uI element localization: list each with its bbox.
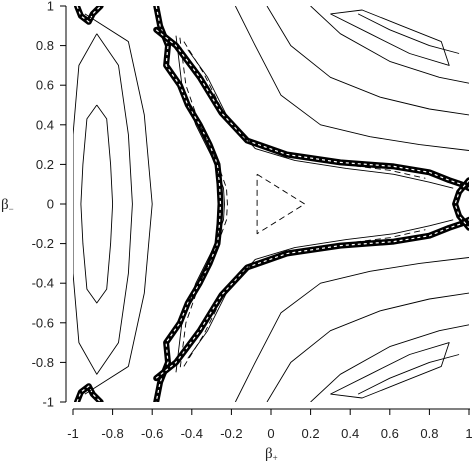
y-tick-label: -1 [42,395,54,410]
x-axis-label-subscript: + [273,453,278,463]
axes [65,6,470,410]
x-ticks: -1 -0.8 -0.6 -0.4 -0.2 0 0.2 0.4 0.6 0.8 1 [67,409,473,441]
contour-line-0 [256,173,306,235]
contour-band-dash-0 [155,6,222,402]
y-tick-label: -0.4 [32,276,54,291]
contour-band-dash-2 [155,219,469,379]
contour-line-6 [187,49,454,189]
y-tick-label: 0.8 [36,38,54,53]
contour-band-dash-1 [155,29,469,189]
x-tick-label: 0.4 [341,426,359,441]
contour-line-10 [234,6,469,151]
contour-layer [73,6,469,402]
contour-line-7 [183,41,426,179]
contour-line-4 [175,35,225,373]
x-tick-label: 0.6 [381,426,399,441]
y-axis-label-text: β [1,197,9,213]
contour-line-16 [266,292,469,402]
y-tick-label: 0.4 [36,117,54,132]
contour-line-8 [187,219,454,359]
y-tick-label: -0.8 [32,355,54,370]
contour-line-13 [357,13,460,54]
x-tick-label: 0.2 [302,426,320,441]
contour-band-2 [153,216,469,382]
contour-line-11 [266,6,469,116]
y-tick-label: 0 [47,197,54,212]
contour-band-5 [452,177,469,231]
x-tick-label: 0 [267,426,274,441]
x-tick-label: -0.8 [101,426,123,441]
y-axis-label: β− [1,197,14,214]
y-tick-label: -0.6 [32,315,54,330]
y-tick-label: 1 [47,0,54,14]
contour-line-1 [80,104,114,304]
x-tick-label: -0.2 [220,426,242,441]
contour-line-18 [357,354,460,395]
contour-line-17 [310,324,469,402]
contour-line-3 [84,13,153,395]
x-tick-label: -0.4 [181,426,203,441]
y-tick-label: -0.2 [32,236,54,251]
contour-line-14 [330,9,450,66]
contour-line-12 [310,6,469,84]
contour-line-5 [179,37,228,371]
x-tick-label: -0.6 [141,426,163,441]
contour-line-9 [183,229,426,367]
y-tick-label: 0.2 [36,157,54,172]
contour-line-2 [73,33,133,375]
x-tick-label: 1 [465,426,472,441]
contour-line-15 [234,257,469,402]
contour-line-19 [330,342,450,399]
x-tick-label: 0.8 [420,426,438,441]
contour-band-1 [153,26,469,192]
contour-band-dash-4 [76,385,102,402]
x-axis-label-text: β [265,446,273,462]
y-ticks: 1 0.8 0.6 0.4 0.2 0 -0.2 -0.4 -0.6 -0.8 -1 [32,0,66,410]
contour-band-dash-3 [76,6,102,23]
x-axis-label: β+ [265,446,278,463]
y-axis-label-subscript: − [9,204,14,214]
y-tick-label: 0.6 [36,78,54,93]
x-tick-label: -1 [67,426,79,441]
